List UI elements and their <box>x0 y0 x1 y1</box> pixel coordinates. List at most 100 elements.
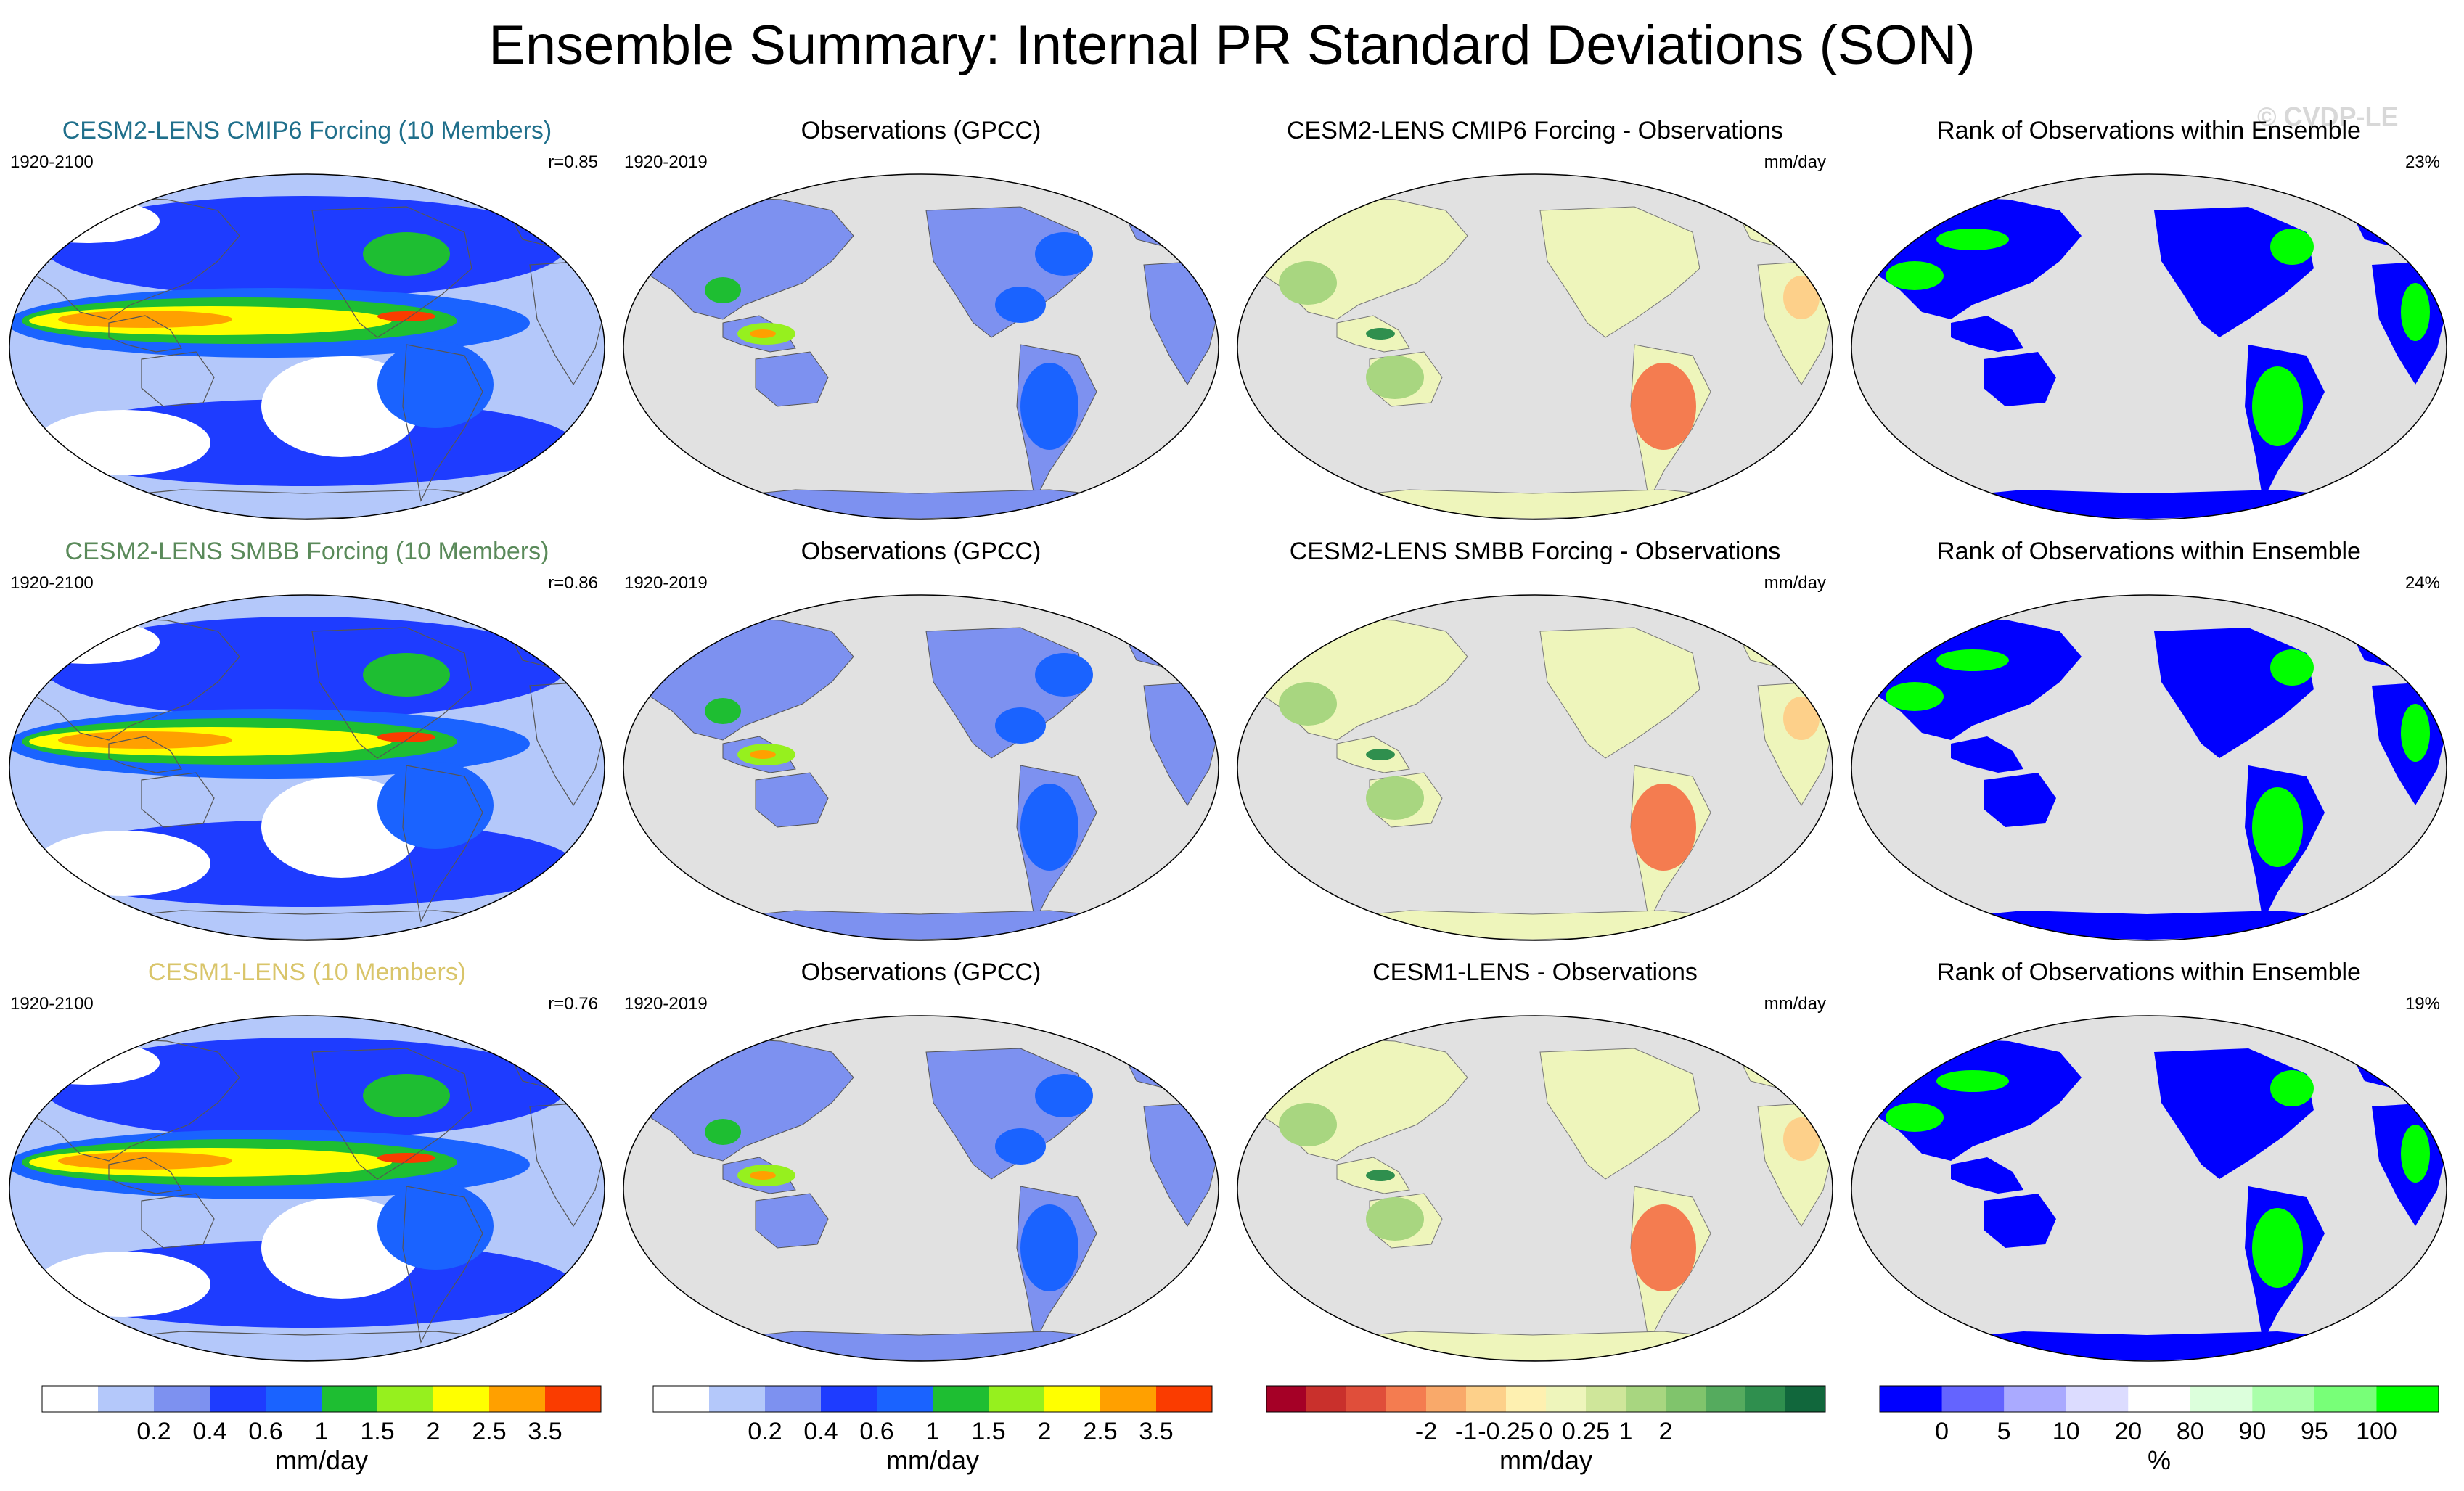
colorbar-tick-label: 2.5 <box>1083 1418 1117 1445</box>
land-maritime-peak <box>750 1171 776 1180</box>
land-se-asia <box>705 698 741 724</box>
land-se-asia <box>705 1119 741 1145</box>
colorbar-swatch <box>545 1386 602 1412</box>
land-northamerica-high-rank <box>2270 229 2314 265</box>
figure-title: Ensemble Summary: Internal PR Standard D… <box>488 15 1976 76</box>
coastline-seasia <box>108 315 182 353</box>
colorbar-swatch <box>210 1386 266 1412</box>
colorbar-swatch <box>1706 1386 1746 1412</box>
coastline-australia <box>141 772 215 828</box>
coastline-samerica <box>402 765 483 923</box>
field-spcz <box>377 762 494 849</box>
colorbar-swatch <box>877 1386 933 1412</box>
field-dry-southwest <box>36 410 210 475</box>
units-label: mm/day <box>1764 994 1826 1014</box>
land-asia-high-rank <box>1886 1103 1944 1132</box>
map-border <box>9 594 605 941</box>
colorbar-swatch <box>1386 1386 1427 1412</box>
land-antarctica <box>1293 910 1780 940</box>
land-amazon-high-rank <box>2252 366 2303 446</box>
colorbar-swatch <box>1426 1386 1467 1412</box>
land-antarctica <box>1907 490 2394 519</box>
panel-r3c1: CESM1-LENS (10 Members) 1920-2100 r=0.76 <box>0 958 614 1379</box>
map-rank <box>1851 173 2447 520</box>
map-field <box>1237 1016 1833 1361</box>
colorbar-tick-label: 2 <box>427 1418 441 1445</box>
land-antarctica <box>1907 911 2394 940</box>
colorbar-swatch <box>1306 1386 1347 1412</box>
colorbar-difference: -2 -1 -0.25 0 0.25 1 2 mm/day <box>1266 1385 1826 1475</box>
panel-title: Observations (GPCC) <box>801 958 1041 986</box>
field-npac-green <box>363 232 450 276</box>
colorbar-tick-label: 80 <box>2177 1418 2204 1445</box>
panel-title: CESM2-LENS SMBB Forcing - Observations <box>1289 538 1781 565</box>
colorbar-swatch <box>433 1386 490 1412</box>
coastline-namerica <box>311 627 472 759</box>
coastline-samerica <box>402 1186 483 1344</box>
land-amazon-dry-bias <box>1631 784 1696 871</box>
panel-r1c2: Observations (GPCC) 1920-2019 <box>614 116 1228 537</box>
map-model <box>9 594 605 941</box>
period-label: 1920-2019 <box>624 152 708 172</box>
colorbar-outline <box>1879 1385 2439 1413</box>
panel-r2c2: Observations (GPCC) 1920-2019 <box>614 537 1228 958</box>
map-obs <box>623 594 1219 941</box>
field-northern-storm-track <box>44 617 566 718</box>
colorbar-swatch <box>1266 1386 1307 1412</box>
colorbar-units: mm/day <box>885 1445 980 1475</box>
colorbar-swatch <box>1745 1386 1786 1412</box>
land-east-us <box>1035 232 1093 276</box>
percent-label: 24% <box>2404 573 2440 593</box>
land-amazon <box>1020 363 1078 450</box>
colorbar-swatch <box>1941 1386 2005 1412</box>
field-npac-green <box>363 653 450 697</box>
panel-title: Rank of Observations within Ensemble <box>1937 538 2361 565</box>
land-siberia-high-rank <box>1936 229 2009 250</box>
panel-r1c1: CESM2-LENS CMIP6 Forcing (10 Members) 19… <box>0 116 614 537</box>
map-field <box>623 595 1219 940</box>
coastline-samerica <box>402 344 483 502</box>
land-central-america <box>995 707 1046 744</box>
panel-r3c4: Rank of Observations within Ensemble 19% <box>1842 958 2456 1379</box>
colorbar-swatch <box>1880 1386 1943 1412</box>
land-siberia-high-rank <box>1936 1070 2009 1092</box>
correlation-label: r=0.86 <box>548 573 598 593</box>
colorbar-swatch <box>489 1386 546 1412</box>
land-maritime-wet-bias <box>1366 328 1395 340</box>
colorbar-tick-label: 2.5 <box>472 1418 506 1445</box>
map-difference <box>1237 594 1833 941</box>
colorbar-swatch <box>1666 1386 1706 1412</box>
colorbar-tick-label: 0 <box>1935 1418 1949 1445</box>
colorbar-tick-label: 5 <box>1997 1418 2011 1445</box>
land-asia-high-rank <box>1886 682 1944 711</box>
land-asia-wet-bias <box>1279 261 1337 305</box>
map-obs <box>623 1015 1219 1362</box>
coastline-australia <box>141 1193 215 1249</box>
land-seasia <box>1951 1157 2023 1194</box>
panel-r2c3: CESM2-LENS SMBB Forcing - Observations m… <box>1228 537 1842 958</box>
map-border <box>1237 594 1833 941</box>
colorbar-tick-label: 2 <box>1659 1418 1673 1445</box>
panel-r3c3: CESM1-LENS - Observations mm/day <box>1228 958 1842 1379</box>
coastline-seasia <box>108 736 182 773</box>
land-asia-wet-bias <box>1279 1103 1337 1146</box>
land-antarctica <box>679 1331 1166 1361</box>
land-australia-wet-bias <box>1366 356 1424 399</box>
land-australia <box>1984 352 2056 406</box>
colorbar-rank: 0 5 10 20 80 90 95 100 % <box>1879 1385 2439 1475</box>
colorbar-swatch <box>1466 1386 1507 1412</box>
colorbar-swatch <box>933 1386 989 1412</box>
colorbar-swatch <box>653 1386 710 1412</box>
colorbar-tick-label: 0.25 <box>1562 1418 1610 1445</box>
colorbar-tick-label: 1.5 <box>360 1418 394 1445</box>
land-seasia <box>1951 736 2023 773</box>
field-northern-storm-track <box>44 1038 566 1139</box>
colorbar-swatch <box>322 1386 378 1412</box>
colorbar-swatch <box>98 1386 155 1412</box>
map-field <box>1237 595 1833 940</box>
colorbar-tick-label: 0.2 <box>748 1418 782 1445</box>
colorbar-swatch <box>1546 1386 1587 1412</box>
field-itcz-red <box>377 732 435 742</box>
colorbar-units: mm/day <box>1499 1445 1593 1475</box>
colorbar-tick-label: -2 <box>1415 1418 1437 1445</box>
